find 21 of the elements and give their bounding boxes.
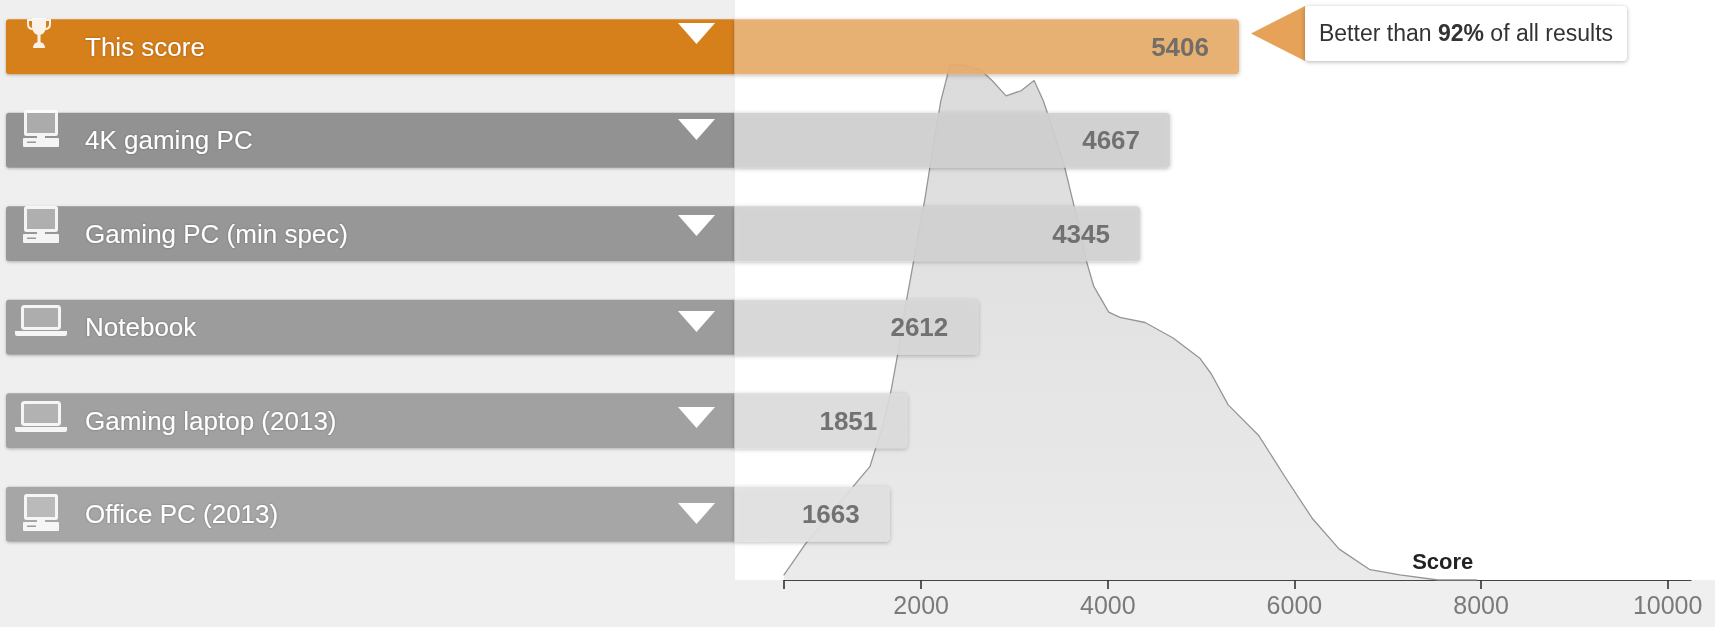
y-tick-label: 4K gaming PC xyxy=(85,125,253,156)
y-tick-label: Gaming PC (min spec) xyxy=(85,218,348,249)
data-label: 4667 xyxy=(1082,125,1141,156)
x-axis-title: Score xyxy=(1412,548,1474,574)
data-label: 1663 xyxy=(801,499,860,530)
bar xyxy=(734,486,890,542)
data-label: 2612 xyxy=(890,312,949,343)
y-tick-label: Notebook xyxy=(85,312,198,343)
x-tick-label: 8000 xyxy=(1453,590,1509,619)
callout-box: Better than 92% of all results xyxy=(1305,5,1628,61)
bar xyxy=(734,393,908,449)
data-label: 1851 xyxy=(819,405,878,436)
x-tick-label: 2000 xyxy=(893,590,949,619)
y-tick-label: Gaming laptop (2013) xyxy=(85,405,337,436)
x-tick-label: 4000 xyxy=(1079,590,1136,619)
x-tick-label: 10000 xyxy=(1632,590,1703,619)
data-label: 5406 xyxy=(1151,31,1209,62)
y-tick-label: Office PC (2013) xyxy=(85,499,279,530)
x-tick-label: 6000 xyxy=(1266,590,1323,619)
data-label: 4345 xyxy=(1052,218,1110,249)
y-tick-label: This score xyxy=(85,31,205,62)
